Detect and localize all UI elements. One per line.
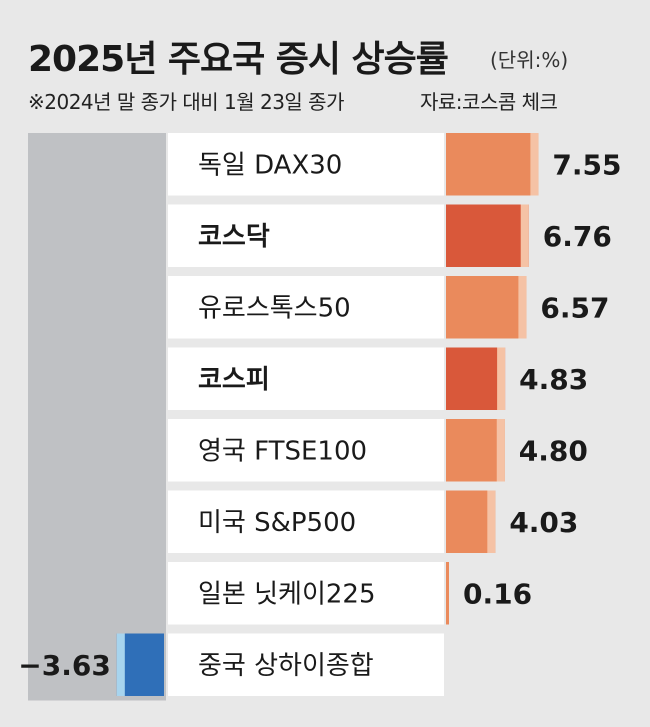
category-label: 코스피 [198,365,270,395]
bar-side [520,204,529,267]
category-label: 미국 S&P500 [198,508,356,538]
bar-side [518,276,527,339]
category-label: 유로스톡스50 [198,293,351,323]
chart-rows: 독일 DAX30 7.55 코스닥 6.76 유로스톡스50 6.57 코스피 4.83 영국 … [18,133,621,696]
bar [446,204,529,267]
value-label: 6.57 [540,291,609,324]
category-label: 코스닥 [198,222,270,252]
category-label-box [168,633,444,696]
chart-row: 미국 S&P500 4.03 [168,490,578,553]
bar-side [496,419,505,482]
bar-side [116,633,125,696]
bar-side [497,347,506,410]
bar [446,419,505,482]
value-label: 0.16 [463,577,532,610]
chart-row: 일본 닛케이225 0.16 [168,562,532,625]
value-label: 4.80 [519,434,588,467]
value-label: 4.83 [519,363,588,396]
category-label: 영국 FTSE100 [198,436,367,466]
value-label: 4.03 [509,506,578,539]
category-label: 독일 DAX30 [198,150,342,180]
bar-side [530,133,539,196]
category-label: 일본 닛케이225 [198,579,376,609]
value-label: −3.63 [18,649,111,682]
date-note: ※2024년 말 종가 대비 1월 23일 종가 [28,90,344,114]
chart-row: 코스피 4.83 [168,347,588,410]
chart-row: 중국 상하이종합 −3.63 [18,633,444,696]
value-label: 7.55 [552,148,621,181]
chart-row: 유로스톡스50 6.57 [168,276,610,339]
chart-title: 2025년 주요국 증시 상승률 [28,39,449,80]
bar [446,276,527,339]
chart-row: 영국 FTSE100 4.80 [168,419,588,482]
category-label: 중국 상하이종합 [198,651,374,681]
bar [446,562,449,625]
negative-region-panel [28,133,166,701]
bar [446,490,496,553]
category-label-box [168,347,444,410]
bar [446,133,539,196]
category-label-box [168,419,444,482]
source-label: 자료:코스콤 체크 [420,90,558,114]
unit-label: (단위:%) [490,48,569,72]
chart-row: 코스닥 6.76 [168,204,612,267]
category-label-box [168,133,444,196]
category-label-box [168,276,444,339]
value-label: 6.76 [543,220,612,253]
category-label-box [168,204,444,267]
bar [446,347,506,410]
category-label-box [168,562,444,625]
chart-row: 독일 DAX30 7.55 [168,133,621,196]
bar-side [487,490,496,553]
category-label-box [168,490,444,553]
